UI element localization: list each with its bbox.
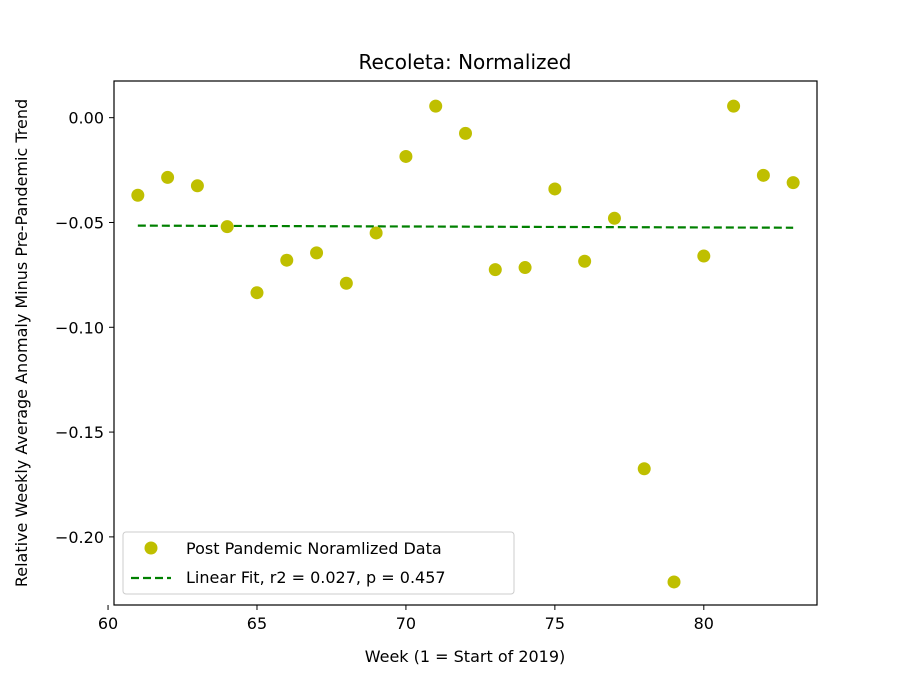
- data-point: [459, 126, 472, 140]
- axes-frame: [113, 80, 818, 606]
- y-axis-label: Relative Weekly Average Anomaly Minus Pr…: [12, 99, 31, 587]
- data-point: [190, 179, 204, 193]
- data-point: [607, 211, 621, 225]
- data-point: [280, 253, 294, 267]
- data-point: [399, 149, 413, 163]
- x-tick-label: 75: [545, 614, 565, 633]
- legend: Post Pandemic Noramlized Data Linear Fit…: [122, 531, 515, 595]
- legend-marker-data: [144, 541, 158, 555]
- y-tick-label: −0.20: [55, 528, 104, 547]
- x-tick-label: 65: [247, 614, 267, 633]
- data-point: [548, 182, 562, 196]
- data-point: [637, 462, 651, 476]
- y-tick-label: −0.15: [55, 423, 104, 442]
- data-point: [369, 226, 383, 240]
- linear-fit-line: [137, 224, 794, 229]
- data-point: [310, 246, 324, 260]
- data-point: [131, 188, 145, 202]
- data-point: [667, 575, 681, 589]
- x-tick-label: 60: [98, 614, 118, 633]
- data-point: [429, 99, 443, 113]
- x-tick-label: 80: [694, 614, 714, 633]
- data-point: [756, 168, 770, 182]
- y-tick-label: −0.05: [55, 213, 104, 232]
- data-point: [250, 286, 264, 300]
- data-point: [727, 99, 741, 113]
- data-point: [786, 176, 800, 190]
- y-tick-label: 0.00: [68, 109, 104, 128]
- data-point: [161, 170, 175, 184]
- y-tick-label: −0.10: [55, 318, 104, 337]
- y-axis-ticks: 0.00 −0.05 −0.10 −0.15 −0.20: [55, 109, 114, 547]
- plot-area: [113, 80, 818, 606]
- data-point: [339, 276, 353, 290]
- data-point: [488, 263, 502, 277]
- legend-box: [122, 531, 515, 595]
- data-point: [220, 220, 234, 234]
- data-point: [578, 254, 592, 268]
- legend-label-data: Post Pandemic Noramlized Data: [186, 539, 442, 558]
- data-point: [697, 249, 711, 263]
- chart-title: Recoleta: Normalized: [358, 50, 571, 74]
- x-axis-label: Week (1 = Start of 2019): [365, 647, 566, 666]
- legend-label-fit: Linear Fit, r2 = 0.027, p = 0.457: [186, 568, 446, 587]
- x-axis-ticks: 60 65 70 75 80: [98, 605, 714, 633]
- data-point: [518, 261, 532, 275]
- x-tick-label: 70: [396, 614, 416, 633]
